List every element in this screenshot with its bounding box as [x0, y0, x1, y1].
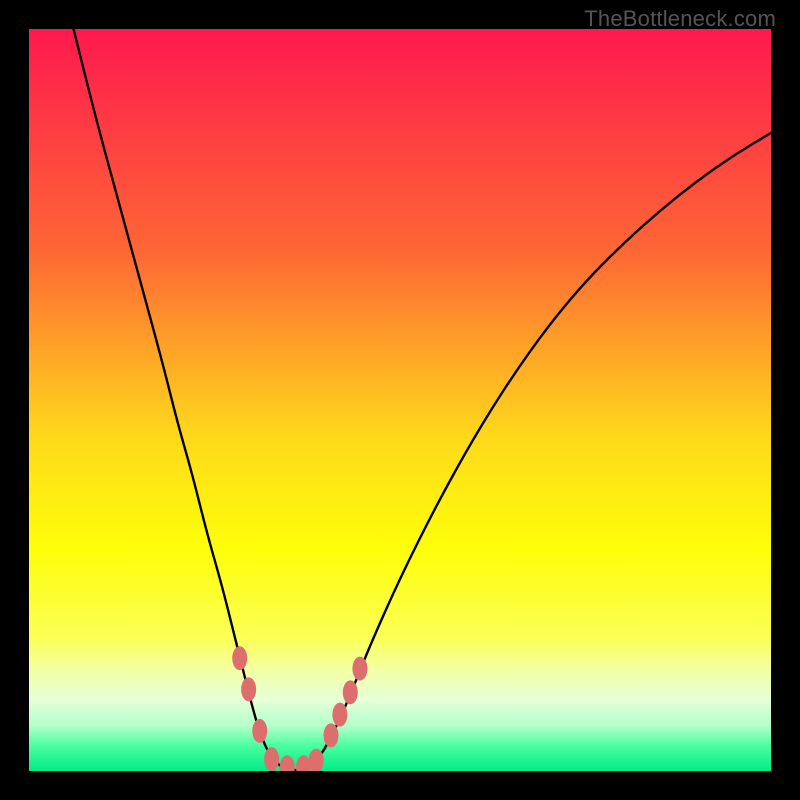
- curve-marker: [252, 719, 267, 743]
- curve-marker: [323, 723, 338, 747]
- watermark-text: TheBottleneck.com: [584, 6, 776, 32]
- curve-marker: [332, 703, 347, 727]
- curve-marker: [264, 747, 279, 771]
- curve-marker: [352, 657, 367, 681]
- plot-gradient-background: [29, 29, 771, 771]
- curve-marker: [241, 677, 256, 701]
- curve-marker: [309, 749, 324, 773]
- curve-marker: [343, 680, 358, 704]
- bottleneck-curve-chart: [0, 0, 800, 800]
- chart-container: TheBottleneck.com: [0, 0, 800, 800]
- curve-marker: [232, 646, 247, 670]
